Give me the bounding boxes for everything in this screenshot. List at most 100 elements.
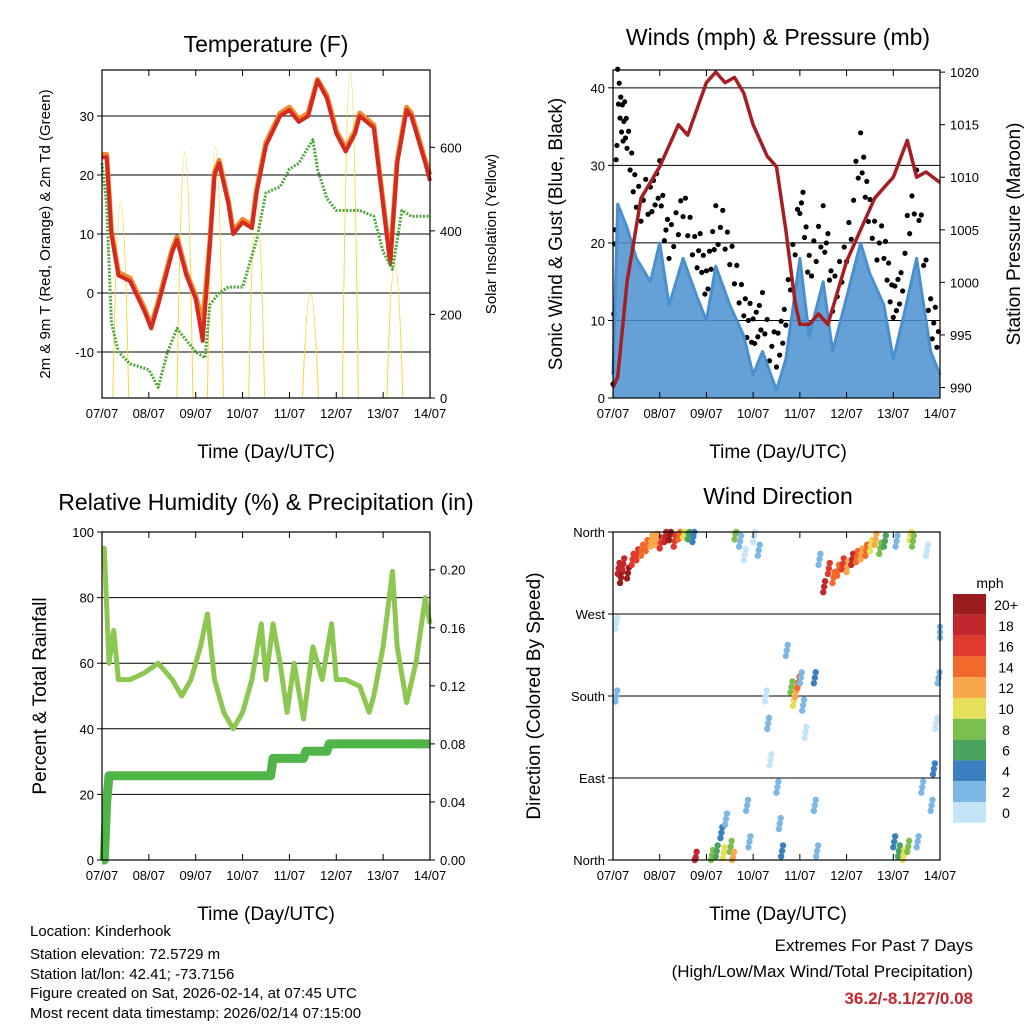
wind-direction-point — [820, 583, 828, 590]
wind-direction-panel: Wind Direction Time (Day/UTC) Direction … — [524, 483, 1018, 925]
wind-direction-point — [783, 647, 790, 654]
wind-direction-point — [717, 834, 724, 842]
wind-direction-point — [876, 550, 883, 558]
wind-direction-point — [930, 765, 938, 773]
wind-direction-point — [777, 814, 784, 822]
wind-direction-point — [857, 556, 864, 563]
wind-direction-point — [744, 796, 752, 804]
legend-swatch — [953, 635, 986, 657]
y-tick-label: 20 — [80, 168, 94, 183]
gust-point — [697, 231, 703, 237]
gust-point — [759, 289, 766, 296]
gust-point — [630, 189, 636, 195]
gust-point — [632, 172, 638, 178]
wind-direction-xlabel: Time (Day/UTC) — [709, 904, 847, 925]
gust-point — [753, 309, 759, 315]
gust-point — [618, 129, 625, 135]
wind-direction-point — [651, 541, 659, 548]
gust-point — [680, 213, 686, 220]
gust-point — [932, 304, 938, 310]
y-tick-label: 0 — [598, 391, 605, 406]
wind-direction-point — [775, 778, 782, 785]
wind-direction-point — [712, 853, 719, 860]
winds-pressure-panel: Winds (mph) & Pressure (mb) Time (Day/UT… — [546, 24, 1024, 463]
plot-area — [610, 66, 942, 398]
gust-point — [649, 209, 655, 215]
gust-point — [874, 257, 880, 263]
gust-point — [687, 214, 693, 220]
gust-point — [857, 130, 864, 136]
gust-point — [865, 218, 871, 225]
gust-point — [886, 260, 892, 266]
wind-direction-point — [718, 829, 725, 836]
wind-direction-point — [814, 842, 822, 849]
gust-point — [898, 270, 904, 276]
wind-direction-point — [918, 789, 925, 796]
gust-point — [862, 194, 868, 200]
gust-point — [752, 340, 758, 347]
gust-point — [745, 317, 752, 324]
wind-direction-point — [741, 551, 748, 558]
wind-direction-point — [789, 702, 797, 710]
wind-direction-point — [891, 838, 898, 845]
y-right-tick-label: 1005 — [950, 223, 979, 238]
wind-direction-point — [746, 838, 753, 845]
x-tick-label: 14/07 — [414, 406, 447, 421]
gust-point — [722, 246, 728, 252]
gust-point — [907, 231, 913, 237]
gust-point — [864, 178, 870, 185]
wind-direction-point — [935, 674, 942, 681]
gust-point — [904, 212, 910, 219]
legend-swatch — [953, 656, 986, 678]
gust-point — [825, 231, 831, 237]
gust-point — [613, 157, 619, 163]
wind-direction-point — [895, 847, 903, 855]
wind-direction-point — [802, 729, 809, 736]
gust-point — [918, 212, 924, 218]
gust-point — [622, 99, 628, 105]
y-right-tick-label: 400 — [440, 224, 462, 239]
legend-label: 8 — [1002, 722, 1010, 738]
x-tick-label: 12/07 — [320, 406, 353, 421]
gust-point — [713, 203, 719, 209]
wind-direction-point — [731, 536, 738, 543]
x-tick-label: 13/07 — [877, 406, 910, 421]
temp-2m-line — [102, 78, 432, 343]
y-right-tick-label: 990 — [950, 380, 972, 395]
wind-direction-point — [924, 541, 932, 548]
wind-direction-point — [894, 853, 902, 860]
wind-direction-point — [798, 669, 805, 676]
y-tick-label: 60 — [80, 656, 94, 671]
gust-point — [911, 211, 917, 217]
wind-direction-point — [776, 820, 783, 827]
wind-direction-point — [727, 843, 734, 850]
wind-direction-point — [931, 760, 939, 767]
y-right-tick-label: 0 — [440, 391, 447, 406]
wind-direction-point — [909, 537, 917, 545]
x-tick-label: 08/07 — [643, 406, 676, 421]
legend-label: 2 — [1002, 784, 1010, 800]
wind-direction-point — [801, 734, 808, 742]
gust-point — [811, 238, 817, 244]
wind-direction-point — [820, 588, 827, 596]
wind-direction-point — [811, 802, 819, 809]
gust-point — [801, 234, 808, 241]
wind-direction-point — [848, 561, 855, 568]
wind-direction-point — [880, 543, 888, 550]
wind-direction-point — [642, 547, 649, 555]
wind-direction-point — [754, 552, 762, 559]
gust-point — [696, 248, 702, 254]
relative-humidity-line — [101, 545, 433, 732]
wind-direction-point — [862, 552, 869, 559]
gust-point — [778, 318, 784, 324]
wind-direction-point — [620, 560, 627, 568]
gust-point — [777, 352, 783, 358]
gust-point — [794, 206, 801, 212]
gust-point — [614, 142, 620, 149]
gust-point — [798, 200, 805, 206]
solar-insolation-peak — [206, 146, 224, 399]
gust-point — [872, 218, 878, 224]
wind-direction-point — [817, 550, 824, 558]
solar-insolation-peak — [112, 201, 130, 399]
gust-point — [853, 158, 859, 164]
